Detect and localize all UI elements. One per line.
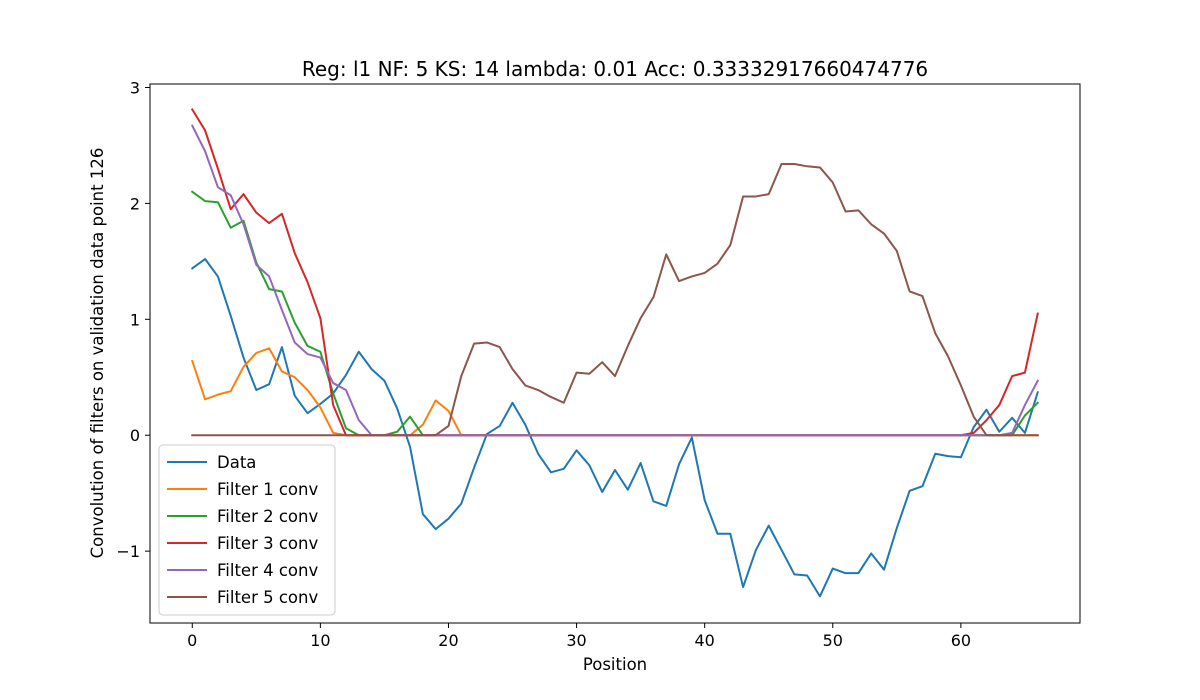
series-line-6 — [191, 162, 1039, 437]
x-axis-label: Position — [583, 655, 647, 674]
x-tick-label: 0 — [187, 631, 197, 650]
legend-box — [158, 444, 336, 616]
y-axis-ticks: −1 0 1 2 3 — [116, 78, 150, 561]
x-tick-label: 20 — [438, 631, 458, 650]
y-tick-label: 2 — [130, 194, 140, 213]
y-tick-label: −1 — [116, 542, 140, 561]
legend-label-6: Filter 5 conv — [217, 588, 318, 607]
y-tick-label: 3 — [130, 78, 140, 97]
series-line-5 — [190, 124, 1040, 437]
x-tick-label: 10 — [310, 631, 330, 650]
x-tick-label: 60 — [951, 631, 971, 650]
legend: Data Filter 1 conv Filter 2 conv Filter 3 c… — [158, 444, 336, 616]
legend-label-1: Data — [217, 453, 256, 472]
chart-title: Reg: l1 NF: 5 KS: 14 lambda: 0.01 Acc: 0… — [302, 57, 928, 81]
x-tick-label: 40 — [694, 631, 714, 650]
legend-label-5: Filter 4 conv — [217, 561, 318, 580]
series-lines — [190, 108, 1040, 598]
plot-frame — [149, 83, 1081, 624]
x-axis-ticks: 0 10 20 30 40 50 60 — [187, 623, 971, 650]
legend-label-3: Filter 2 conv — [217, 507, 318, 526]
y-tick-label: 1 — [130, 310, 140, 329]
x-tick-label: 30 — [566, 631, 586, 650]
y-axis-label: Convolution of filters on validation dat… — [88, 148, 107, 559]
y-tick-label: 0 — [130, 426, 140, 445]
legend-label-2: Filter 1 conv — [217, 480, 318, 499]
x-tick-label: 50 — [823, 631, 843, 650]
legend-label-4: Filter 3 conv — [217, 534, 318, 553]
